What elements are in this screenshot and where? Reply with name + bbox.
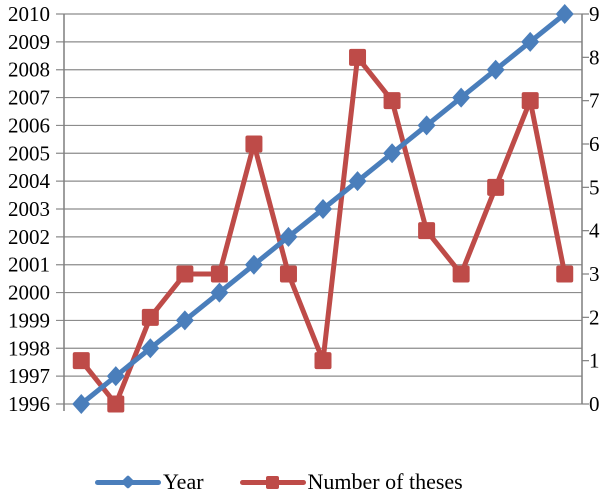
legend-item-year: Year <box>95 471 204 493</box>
square-data-point-marker <box>487 178 505 196</box>
legend-item-theses: Number of theses <box>239 469 463 494</box>
left-axis-tick-label: 2004 <box>8 169 51 193</box>
left-axis-tick-label: 2006 <box>8 113 50 137</box>
diamond-data-point-marker <box>141 338 160 359</box>
left-axis-tick-label: 2007 <box>8 86 50 110</box>
diamond-data-point-marker <box>106 366 125 387</box>
diamond-data-point-marker <box>452 87 471 108</box>
left-axis-tick-label: 1998 <box>8 336 50 360</box>
diamond-data-point-marker <box>210 282 229 303</box>
square-data-point-marker <box>314 352 332 370</box>
diamond-data-point-marker <box>555 4 574 24</box>
right-axis-tick-label: 6 <box>589 132 600 156</box>
square-data-point-marker <box>245 135 263 153</box>
right-axis-tick-label: 1 <box>589 349 600 373</box>
left-axis-tick-label: 2005 <box>8 141 50 165</box>
left-axis-tick-label: 1996 <box>8 392 50 416</box>
left-axis-tick-label: 2002 <box>8 225 50 249</box>
left-axis-tick-label: 1997 <box>8 364 50 388</box>
left-axis-tick-label: 2003 <box>8 197 50 221</box>
axes <box>63 14 583 411</box>
diamond-data-point-marker <box>72 394 91 414</box>
square-data-point-marker <box>176 265 194 283</box>
right-axis-labels: 0 1 2 3 4 5 6 7 8 9 <box>582 2 600 416</box>
left-axis-tick-label: 2008 <box>8 58 50 82</box>
left-axis-labels: 1996 1997 1998 1999 2000 2001 2002 2003 2004 2005… <box>8 2 51 416</box>
square-data-point-marker <box>418 222 436 240</box>
square-marker-icon <box>266 475 280 489</box>
diamond-data-point-marker <box>244 254 263 275</box>
right-axis-tick-label: 5 <box>589 175 600 199</box>
square-data-point-marker <box>141 308 159 326</box>
diamond-data-point-marker <box>383 143 402 164</box>
square-data-point-marker <box>72 352 90 370</box>
legend-label-year: Year <box>163 469 204 494</box>
chart-legend: Year Number of theses <box>95 467 463 497</box>
square-data-point-marker <box>452 265 470 283</box>
left-axis-tick-label: 2000 <box>8 281 50 305</box>
right-axis-tick-label: 3 <box>589 262 600 286</box>
diamond-data-point-marker <box>486 59 505 80</box>
square-data-point-marker <box>383 92 401 110</box>
diamond-data-point-marker <box>279 226 298 247</box>
square-data-point-marker <box>210 265 228 283</box>
left-axis-tick-label: 2009 <box>8 30 50 54</box>
square-data-point-marker <box>521 92 539 110</box>
left-axis-tick-label: 1999 <box>8 308 50 332</box>
square-data-point-marker <box>279 265 297 283</box>
right-axis-tick-label: 4 <box>589 219 600 243</box>
left-axis-tick-label: 2010 <box>8 2 50 26</box>
diamond-data-point-marker <box>175 310 194 331</box>
series-number-of-theses <box>72 48 574 413</box>
diamond-data-point-marker <box>348 171 367 192</box>
diamond-data-point-marker <box>417 115 436 136</box>
diamond-marker-icon <box>120 474 136 490</box>
series-year <box>72 4 574 414</box>
line-chart-plot-area: 1996 1997 1998 1999 2000 2001 2002 2003 2004 2005… <box>8 2 600 416</box>
diamond-data-point-marker <box>521 31 540 52</box>
legend-label-theses: Number of theses <box>307 469 463 494</box>
square-data-point-marker <box>349 48 367 66</box>
right-axis-tick-label: 7 <box>589 89 600 113</box>
square-data-point-marker <box>107 395 125 413</box>
diamond-data-point-marker <box>314 199 332 219</box>
square-data-point-marker <box>556 265 574 283</box>
left-axis-tick-label: 2001 <box>8 253 50 277</box>
theses-series-swatch <box>239 471 306 493</box>
right-axis-tick-label: 9 <box>589 2 600 26</box>
year-series-swatch <box>95 471 161 493</box>
right-axis-tick-label: 0 <box>589 392 600 416</box>
right-axis-tick-label: 2 <box>589 305 600 329</box>
right-axis-tick-label: 8 <box>589 45 600 69</box>
